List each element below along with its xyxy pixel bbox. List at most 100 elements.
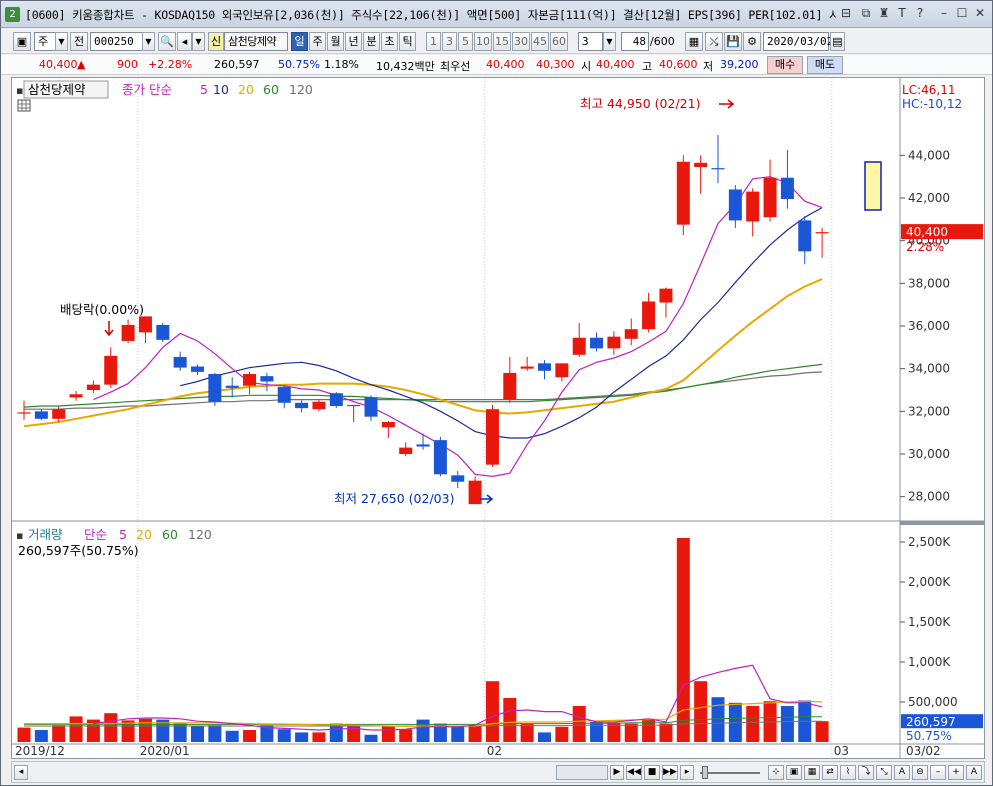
sell-button[interactable]: 매도 <box>807 56 843 74</box>
chart-menu-icon[interactable]: ▣ <box>13 32 31 51</box>
help-icon[interactable]: ? <box>916 6 924 20</box>
prev-button[interactable]: 전 <box>70 32 88 51</box>
period-button[interactable]: 분 <box>363 32 380 51</box>
volume-bar <box>329 723 343 742</box>
current-price-tag-text: 40,400 <box>906 225 948 239</box>
x-tick-label: 2020/01 <box>140 744 190 758</box>
indicator-icon[interactable]: ▦ <box>685 32 703 51</box>
speaker-dropdown-icon[interactable]: ▼ <box>192 32 205 51</box>
candle <box>590 332 604 352</box>
interval-button[interactable]: 45 <box>531 32 549 51</box>
interval-select[interactable]: 3 <box>578 32 603 51</box>
auto-scale-icon[interactable]: A <box>966 765 982 780</box>
candle-body <box>503 372 517 400</box>
capture-icon[interactable]: ▣ <box>786 765 802 780</box>
period-button[interactable]: 초 <box>381 32 398 51</box>
low-label: 저 <box>703 60 714 73</box>
crosshair-icon[interactable]: ⊹ <box>768 765 784 780</box>
volume-bar <box>676 538 690 742</box>
period-dropdown-icon[interactable]: ▼ <box>55 32 68 51</box>
trend-icon[interactable]: ⤵ <box>858 765 874 780</box>
candle-body <box>607 336 621 349</box>
plus-icon[interactable]: + <box>948 765 964 780</box>
period-button[interactable]: 일 <box>291 32 308 51</box>
chart-area[interactable]: ▪ 삼천당제약 종가 단순 5 10 20 60 120 ▪ 거래량 단순 5 … <box>11 77 985 759</box>
low-arrow-icon <box>480 494 494 504</box>
compare-icon[interactable]: ⇄ <box>822 765 838 780</box>
pin-icon[interactable]: ♜ <box>878 6 890 20</box>
buy-button[interactable]: 매수 <box>767 56 803 74</box>
stop-icon[interactable]: ■ <box>644 765 660 780</box>
period-button[interactable]: 주 <box>309 32 326 51</box>
scroll-thumb[interactable] <box>556 765 608 780</box>
interval-button[interactable]: 5 <box>458 32 473 51</box>
candle <box>798 216 812 265</box>
panel-divider-handle[interactable] <box>900 521 984 525</box>
interval-button[interactable]: 60 <box>550 32 568 51</box>
candle <box>659 287 673 318</box>
zoom-slider-handle[interactable] <box>702 766 708 779</box>
expand-icon[interactable]: ⤡ <box>876 765 892 780</box>
candle <box>694 155 708 194</box>
interval-dropdown-icon[interactable]: ▼ <box>603 32 616 51</box>
legend-ma20: 20 <box>238 82 254 97</box>
scroll-right-icon[interactable]: ▸ <box>680 765 694 780</box>
scroll-left-icon[interactable]: ◂ <box>14 765 28 780</box>
save-icon[interactable]: 💾 <box>724 32 742 51</box>
close-icon[interactable]: ✕ <box>974 6 986 20</box>
best-quote-label: 최우선 <box>440 60 471 73</box>
candle-body <box>694 162 708 168</box>
period-select[interactable]: 주 <box>34 32 56 51</box>
price-tick-label: 44,000 <box>908 148 950 162</box>
date-input[interactable]: 2020/03/02 <box>763 32 833 51</box>
volume-bar <box>433 723 447 742</box>
interval-button[interactable]: 3 <box>442 32 457 51</box>
zoom-slider-track[interactable] <box>700 772 760 774</box>
ma5-line <box>93 176 823 478</box>
calendar-icon[interactable]: ▤ <box>830 32 845 51</box>
maximize-icon[interactable]: ☐ <box>956 6 968 20</box>
count-input[interactable]: 48 <box>621 32 649 51</box>
volume-bar <box>572 706 586 742</box>
rewind-icon[interactable]: ◀◀ <box>626 765 642 780</box>
chart-scrollbar[interactable]: ◂ ▶ ◀◀ ■ ▶▶ ▸ ⊹ ▣ ▦ ⇄ ⌇ ⤵ ⤡ A ⊖ – + A <box>11 761 985 783</box>
speaker-icon[interactable]: ◂ <box>177 32 192 51</box>
chart-svg[interactable]: ▪ 삼천당제약 종가 단순 5 10 20 60 120 ▪ 거래량 단순 5 … <box>12 78 984 758</box>
draw-tool-icon[interactable]: ⤯ <box>705 32 723 51</box>
layout-icon[interactable]: ⊟ <box>840 6 852 20</box>
stock-code-input[interactable]: 000250 <box>90 32 143 51</box>
grid-toggle-icon[interactable] <box>17 99 31 112</box>
code-dropdown-icon[interactable]: ▼ <box>142 32 155 51</box>
candle <box>34 409 48 420</box>
play-icon[interactable]: ▶ <box>610 765 624 780</box>
period-button[interactable]: 년 <box>345 32 362 51</box>
text-tool-icon[interactable]: A <box>894 765 910 780</box>
volume-bar <box>815 721 829 742</box>
text-size-icon[interactable]: T <box>898 6 906 20</box>
settings-gear-icon[interactable]: ⚙ <box>743 32 761 51</box>
candle-body <box>295 402 309 409</box>
zoom-out-icon[interactable]: ⊖ <box>912 765 928 780</box>
candle-body <box>34 411 48 419</box>
period-button[interactable]: 틱 <box>399 32 416 51</box>
minimize-icon[interactable]: – <box>941 6 947 20</box>
volume-bar <box>607 722 621 742</box>
candle <box>277 385 291 409</box>
open-label: 시 <box>581 60 592 73</box>
interval-button[interactable]: 30 <box>512 32 530 51</box>
interval-button[interactable]: 10 <box>474 32 492 51</box>
copy-window-icon[interactable]: ⧉ <box>861 6 871 20</box>
candle <box>208 372 222 406</box>
next-period-box[interactable] <box>864 161 882 211</box>
fast-forward-icon[interactable]: ▶▶ <box>662 765 678 780</box>
interval-button[interactable]: 15 <box>493 32 511 51</box>
stock-name-box[interactable] <box>23 80 109 99</box>
new-listing-badge[interactable]: 신 <box>208 32 224 51</box>
chart-type-icon[interactable]: ⌇ <box>840 765 856 780</box>
interval-button[interactable]: 1 <box>426 32 441 51</box>
table-view-icon[interactable]: ▦ <box>804 765 820 780</box>
period-button[interactable]: 월 <box>327 32 344 51</box>
minus-icon[interactable]: – <box>930 765 946 780</box>
search-icon[interactable]: 🔍 <box>158 32 176 51</box>
